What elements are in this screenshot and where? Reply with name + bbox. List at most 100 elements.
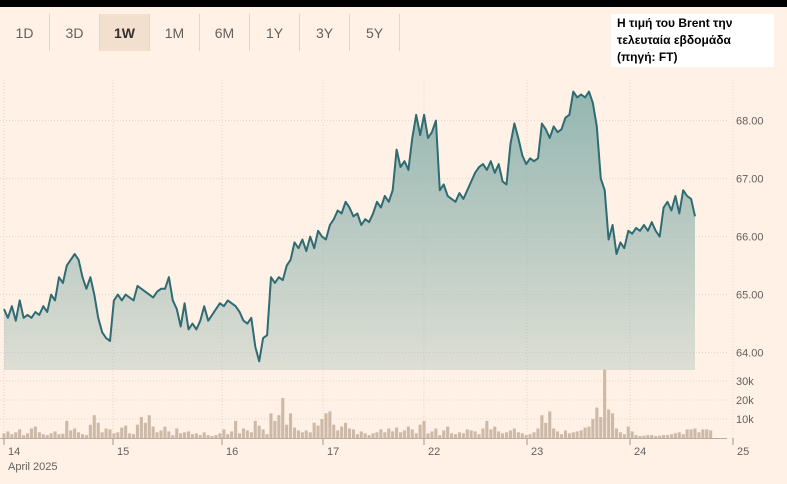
tab-5y[interactable]: 5Y (350, 14, 400, 51)
volume-bar (646, 435, 650, 438)
volume-bar (33, 426, 37, 438)
volume-bar (461, 433, 465, 439)
x-tick-label: 17 (327, 446, 339, 458)
volume-bar (363, 433, 367, 439)
volume-bar (10, 434, 14, 438)
volume-bar (245, 430, 249, 438)
tab-3y[interactable]: 3Y (300, 14, 350, 51)
volume-bar (281, 398, 285, 438)
tab-3d[interactable]: 3D (50, 14, 100, 51)
volume-bar (198, 435, 202, 438)
volume-bar (226, 434, 230, 438)
volume-bar (705, 429, 709, 438)
volume-bar (630, 431, 634, 438)
x-tick-label: 25 (737, 446, 749, 458)
volume-bar (190, 434, 194, 438)
volume-bar (2, 433, 6, 439)
price-line (3, 90, 696, 363)
volume-bar (520, 433, 524, 439)
volume-bar (654, 436, 658, 438)
volume-bar (512, 428, 516, 438)
volume-tick-label: 10k (736, 414, 754, 426)
volume-bar (128, 433, 132, 439)
tab-1d[interactable]: 1D (0, 14, 50, 51)
top-rule (0, 0, 787, 7)
volume-bar (402, 430, 406, 438)
volume-bar (234, 420, 238, 438)
volume-bar (332, 424, 336, 438)
volume-bar (481, 428, 485, 438)
tab-6m[interactable]: 6M (200, 14, 250, 51)
volume-bar (45, 435, 49, 438)
tab-1y[interactable]: 1Y (250, 14, 300, 51)
x-tick-label: 16 (226, 446, 238, 458)
price-area-fill (4, 91, 695, 370)
volume-bar (151, 426, 155, 438)
x-tick-label: 24 (634, 446, 646, 458)
volume-bar (320, 419, 324, 438)
volume-bar (571, 432, 575, 438)
volume-bar (351, 429, 355, 438)
volume-bar (81, 434, 85, 438)
volume-bar (442, 430, 446, 438)
volume-bar (104, 428, 108, 438)
volume-bar (626, 426, 630, 438)
volume-bar (308, 432, 312, 438)
volume-bar (187, 431, 191, 438)
volume-bar (677, 432, 681, 438)
volume-bar (265, 434, 269, 438)
volume-bar (49, 433, 53, 439)
volume-bar (430, 431, 434, 438)
volume-bar (88, 424, 92, 438)
volume-bar (61, 433, 65, 438)
volume-bar (618, 432, 622, 438)
volume-bar (579, 430, 583, 438)
volume-bar (697, 432, 701, 438)
volume-bar (422, 420, 426, 438)
volume-bar (485, 420, 489, 438)
tab-1w[interactable]: 1W (100, 14, 150, 51)
volume-tick-label: 30k (736, 376, 754, 388)
volume-bar (391, 431, 395, 438)
volume-bar (37, 432, 41, 438)
volume-bar (528, 434, 532, 438)
volume-bar (473, 431, 477, 438)
volume-bar (41, 434, 45, 438)
volume-bar (614, 428, 618, 438)
volume-bar (249, 432, 253, 438)
volume-bar (638, 436, 642, 438)
volume-bar (548, 411, 552, 438)
volume-bar (355, 434, 359, 438)
volume-bar (143, 422, 147, 438)
volume-bar (344, 422, 348, 438)
volume-bar (167, 431, 171, 438)
volume-bar (159, 430, 163, 438)
volume-bar (544, 422, 548, 438)
price-line-group (3, 90, 696, 363)
volume-bar (540, 415, 544, 438)
volume-bar (312, 422, 316, 438)
volume-bar (316, 425, 320, 438)
volume-bar (163, 426, 167, 438)
chart-caption: Η τιμή του Brent την τελευταία εβδομάδα … (611, 14, 774, 67)
volume-bar (587, 426, 591, 438)
volume-bar (693, 428, 697, 438)
volume-bars (2, 369, 713, 439)
volume-bar (179, 433, 183, 439)
volume-bar (395, 427, 399, 438)
volume-bar (285, 424, 289, 438)
volume-bar (347, 428, 351, 438)
volume-bar (261, 429, 265, 438)
volume-bar (508, 430, 512, 438)
volume-bar (662, 435, 666, 438)
volume-bar (139, 417, 143, 438)
volume-bar (202, 432, 206, 438)
price-area (4, 91, 695, 370)
volume-bar (124, 425, 128, 438)
range-tabs: 1D 3D 1W 1M 6M 1Y 3Y 5Y (0, 14, 400, 51)
tab-1m[interactable]: 1M (150, 14, 200, 51)
volume-bar (658, 435, 662, 438)
price-tick-label: 68.00 (736, 116, 764, 128)
volume-bar (135, 424, 139, 438)
price-tick-label: 65.00 (736, 290, 764, 302)
